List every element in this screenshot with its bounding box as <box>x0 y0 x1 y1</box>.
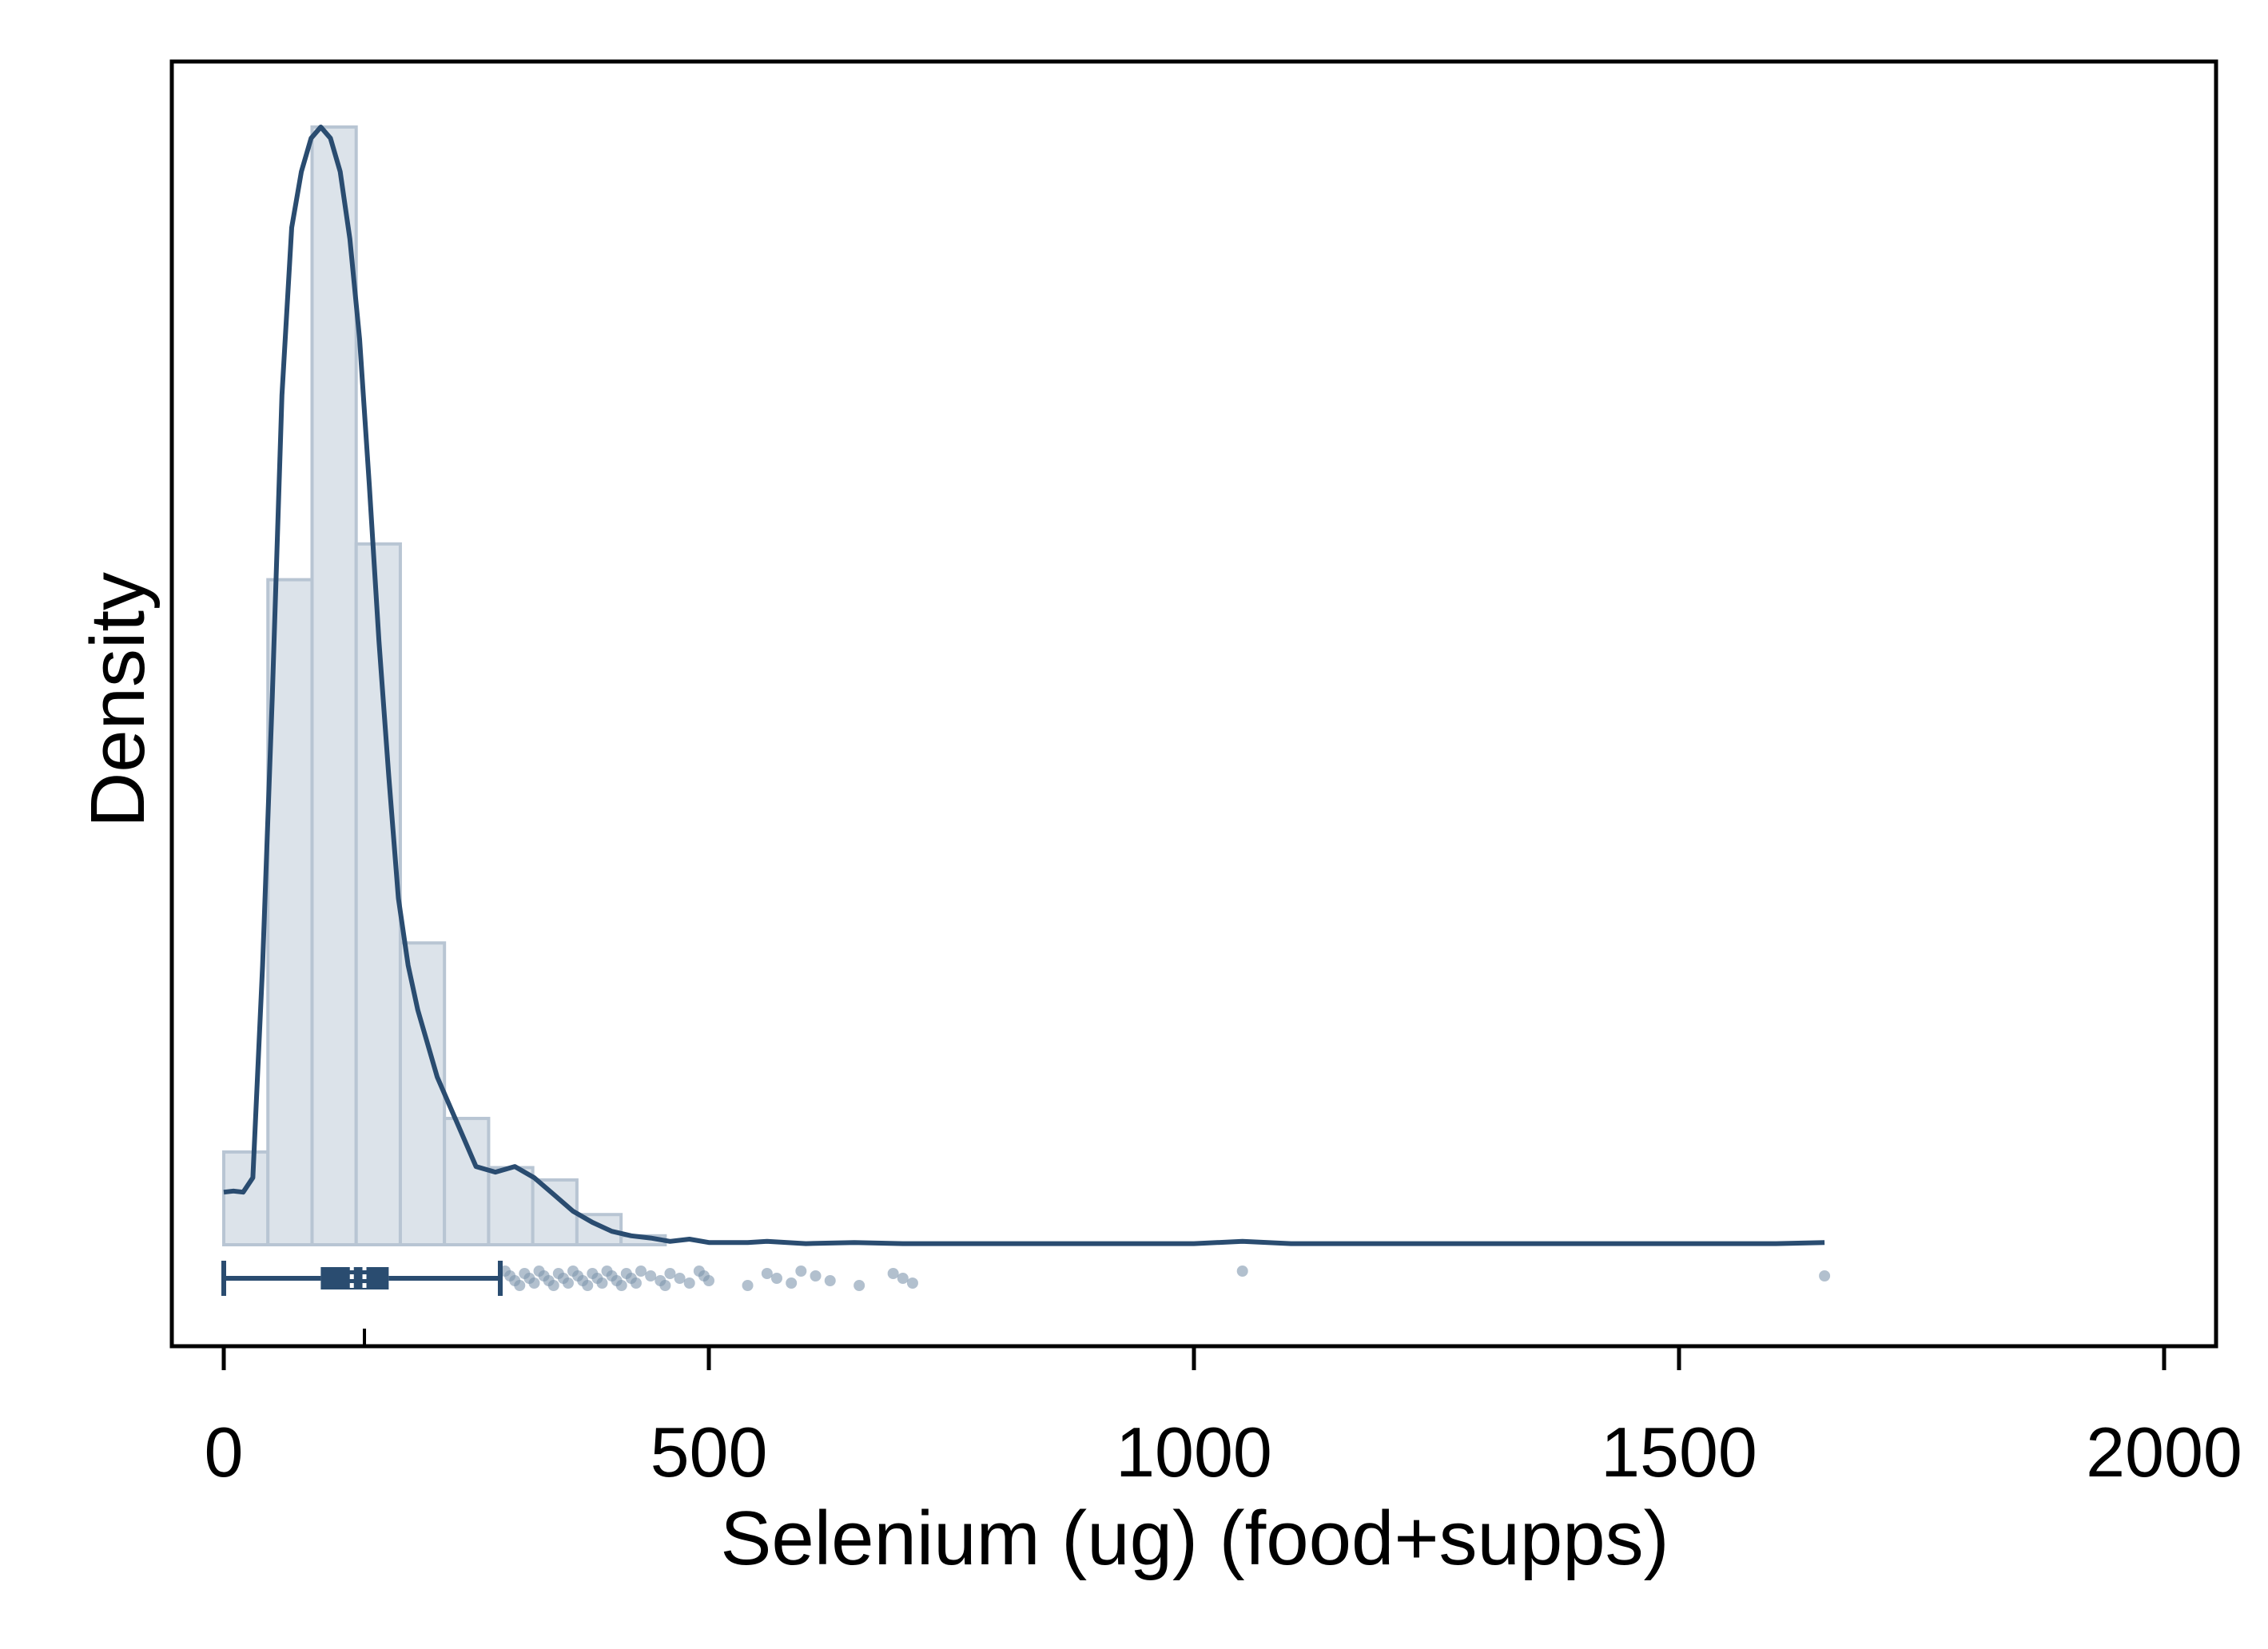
outlier-point <box>906 1277 918 1289</box>
histogram-bar <box>487 1166 535 1247</box>
outlier-point <box>674 1273 686 1284</box>
outlier-point <box>630 1277 642 1289</box>
outlier-point <box>645 1270 657 1281</box>
histogram-bar <box>443 1116 491 1247</box>
box-iqr <box>320 1267 389 1289</box>
x-tick-label: 2000 <box>2086 1413 2242 1492</box>
outlier-point <box>547 1280 559 1291</box>
outlier-point <box>887 1268 899 1279</box>
boxplot <box>221 1261 503 1296</box>
outlier-point <box>703 1275 714 1286</box>
outlier-point <box>786 1277 798 1289</box>
outlier-point <box>664 1268 676 1279</box>
outlier-points <box>499 1266 1831 1291</box>
outlier-point <box>824 1275 836 1286</box>
outlier-point <box>582 1280 594 1291</box>
outlier-point <box>1819 1270 1831 1281</box>
outlier-point <box>615 1280 627 1291</box>
outlier-point <box>761 1268 773 1279</box>
outlier-point <box>659 1280 671 1291</box>
histogram-bars <box>222 125 667 1247</box>
outlier-point <box>853 1280 865 1291</box>
histogram-bar <box>354 542 402 1246</box>
histogram-bar <box>531 1178 579 1247</box>
x-tick-label: 1000 <box>1116 1413 1272 1492</box>
x-tick-label: 500 <box>651 1413 768 1492</box>
outlier-point <box>742 1280 754 1291</box>
outlier-point <box>514 1280 526 1291</box>
outlier-point <box>528 1277 540 1289</box>
x-tick-label: 0 <box>205 1413 244 1492</box>
x-axis-ticks: 0 500 1000 1500 2000 <box>205 1329 2242 1492</box>
outlier-point <box>1236 1266 1248 1277</box>
outlier-point <box>683 1277 695 1289</box>
outlier-point <box>897 1273 909 1284</box>
density-curve <box>223 125 1825 1246</box>
histogram-bar <box>266 578 314 1246</box>
outlier-point <box>795 1266 807 1277</box>
plot-area <box>172 62 2216 1346</box>
outlier-point <box>596 1277 608 1289</box>
x-axis-title: Selenium (ug) (food+supps) <box>720 1496 1669 1581</box>
outlier-point <box>770 1273 782 1284</box>
outlier-point <box>562 1277 574 1289</box>
y-axis-title: Density <box>75 572 161 828</box>
outlier-point <box>810 1270 822 1281</box>
x-tick-label: 1500 <box>1601 1413 1757 1492</box>
histogram-bar <box>398 941 447 1246</box>
histogram-bar <box>310 125 358 1246</box>
outlier-point <box>635 1266 647 1277</box>
histogram-bar <box>222 1150 270 1246</box>
